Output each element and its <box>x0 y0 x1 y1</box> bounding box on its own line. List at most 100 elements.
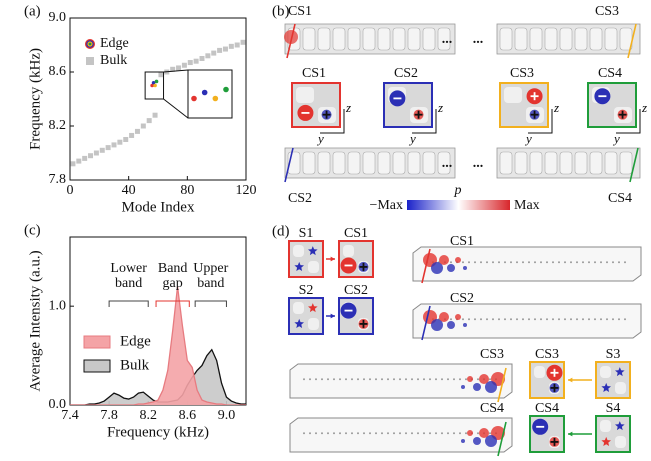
scatterer-dot <box>624 261 626 263</box>
scatterer-dot <box>489 378 491 380</box>
scatterer-dot <box>435 432 437 434</box>
scatterer-dot <box>564 318 566 320</box>
edge-point <box>155 80 159 84</box>
bulk-point <box>70 161 75 166</box>
scatterer <box>296 87 314 103</box>
axis-letter: z <box>345 100 351 115</box>
panel-label: (d) <box>272 223 290 239</box>
ellipsis: ... <box>473 32 484 47</box>
mode-label: CS4 <box>480 401 504 416</box>
scatterer-dot <box>546 318 548 320</box>
mode-label: CS1 <box>302 66 326 81</box>
ellipsis: ... <box>442 156 453 171</box>
x-tick-label: 8.2 <box>139 408 157 423</box>
scatterer-dot <box>453 378 455 380</box>
scatterer-dot <box>558 318 560 320</box>
scatterer-dot <box>375 432 377 434</box>
scatterer-dot <box>465 378 467 380</box>
x-tick-label: 7.8 <box>100 408 118 423</box>
mode-label: CS1 <box>344 226 368 241</box>
scatterer-dot <box>600 318 602 320</box>
pressure-node <box>463 266 467 270</box>
legend-label: Bulk <box>100 53 127 68</box>
scatterer-dot <box>327 432 329 434</box>
colorbar-max: Max <box>514 198 540 213</box>
scatterer-dot <box>369 378 371 380</box>
figure: 040801207.88.28.69.0Mode IndexFrequency … <box>0 0 651 461</box>
scatterer-dot <box>387 378 389 380</box>
bulk-point <box>135 129 140 134</box>
unit-cell <box>530 28 542 50</box>
scatterer-dot <box>321 432 323 434</box>
scatterer-dot <box>363 378 365 380</box>
scatterer-dot <box>624 318 626 320</box>
source-label: S2 <box>299 283 314 298</box>
arrow-head <box>568 432 572 437</box>
pressure-node <box>473 383 481 391</box>
pressure-node <box>439 255 449 265</box>
x-tick-label: 40 <box>122 183 136 198</box>
y-tick-label: 8.6 <box>49 64 67 79</box>
scatterer-dot <box>516 318 518 320</box>
axis-letter: y <box>408 131 416 146</box>
bulk-point <box>88 153 93 158</box>
unit-cell <box>423 28 435 50</box>
scatterer-dot <box>486 318 488 320</box>
inset-edge-point <box>223 87 229 93</box>
legend-label: Edge <box>120 333 151 349</box>
scatterer-dot <box>333 432 335 434</box>
scatterer-dot <box>582 318 584 320</box>
unit-cell <box>575 28 587 50</box>
mode-label: CS2 <box>450 291 474 306</box>
scatterer-dot <box>576 261 578 263</box>
scatterer-dot <box>582 261 584 263</box>
colorbar-min: −Max <box>369 198 403 213</box>
unit-cell <box>545 28 557 50</box>
scatterer-dot <box>351 378 353 380</box>
bulk-point <box>117 140 122 145</box>
scatterer-dot <box>315 378 317 380</box>
bulk-point <box>176 65 181 70</box>
y-tick-label: 8.2 <box>49 118 67 133</box>
scatterer-dot <box>303 378 305 380</box>
pressure-node <box>447 321 455 329</box>
pressure-node <box>467 376 473 382</box>
pressure-node <box>455 314 461 320</box>
unit-cell <box>500 28 512 50</box>
scatterer-dot <box>417 378 419 380</box>
scatterer-dot <box>423 432 425 434</box>
unit-cell <box>605 152 617 174</box>
source-label: S1 <box>299 226 314 241</box>
scatterer-dot <box>558 261 560 263</box>
unit-cell <box>500 152 512 174</box>
scatterer-dot <box>600 261 602 263</box>
scatterer-dot <box>465 432 467 434</box>
scatterer-dot <box>447 378 449 380</box>
bulk-point <box>223 47 228 52</box>
scatterer-dot <box>606 261 608 263</box>
inset-connector <box>164 99 188 118</box>
scatterer-dot <box>450 261 452 263</box>
scatterer-dot <box>309 432 311 434</box>
bulk-point <box>129 133 134 138</box>
scatterer-dot <box>345 378 347 380</box>
unit-cell <box>378 28 390 50</box>
unit-cell <box>318 28 330 50</box>
annotation-bracket <box>109 301 148 307</box>
scatterer-dot <box>387 432 389 434</box>
scatterer <box>600 366 611 378</box>
annotation-label: band <box>115 276 142 291</box>
scatterer-dot <box>447 432 449 434</box>
scatterer-dot <box>588 318 590 320</box>
scatterer-dot <box>522 318 524 320</box>
unit-cell <box>575 152 587 174</box>
y-tick-label: 7.8 <box>49 172 67 187</box>
scatterer-dot <box>405 378 407 380</box>
scatterer <box>615 436 626 448</box>
scatterer-dot <box>492 318 494 320</box>
x-tick-label: 8.6 <box>179 408 197 423</box>
scatterer-dot <box>546 261 548 263</box>
panel-label: (a) <box>24 3 41 19</box>
scatterer-dot <box>588 261 590 263</box>
area-fill <box>70 350 246 405</box>
